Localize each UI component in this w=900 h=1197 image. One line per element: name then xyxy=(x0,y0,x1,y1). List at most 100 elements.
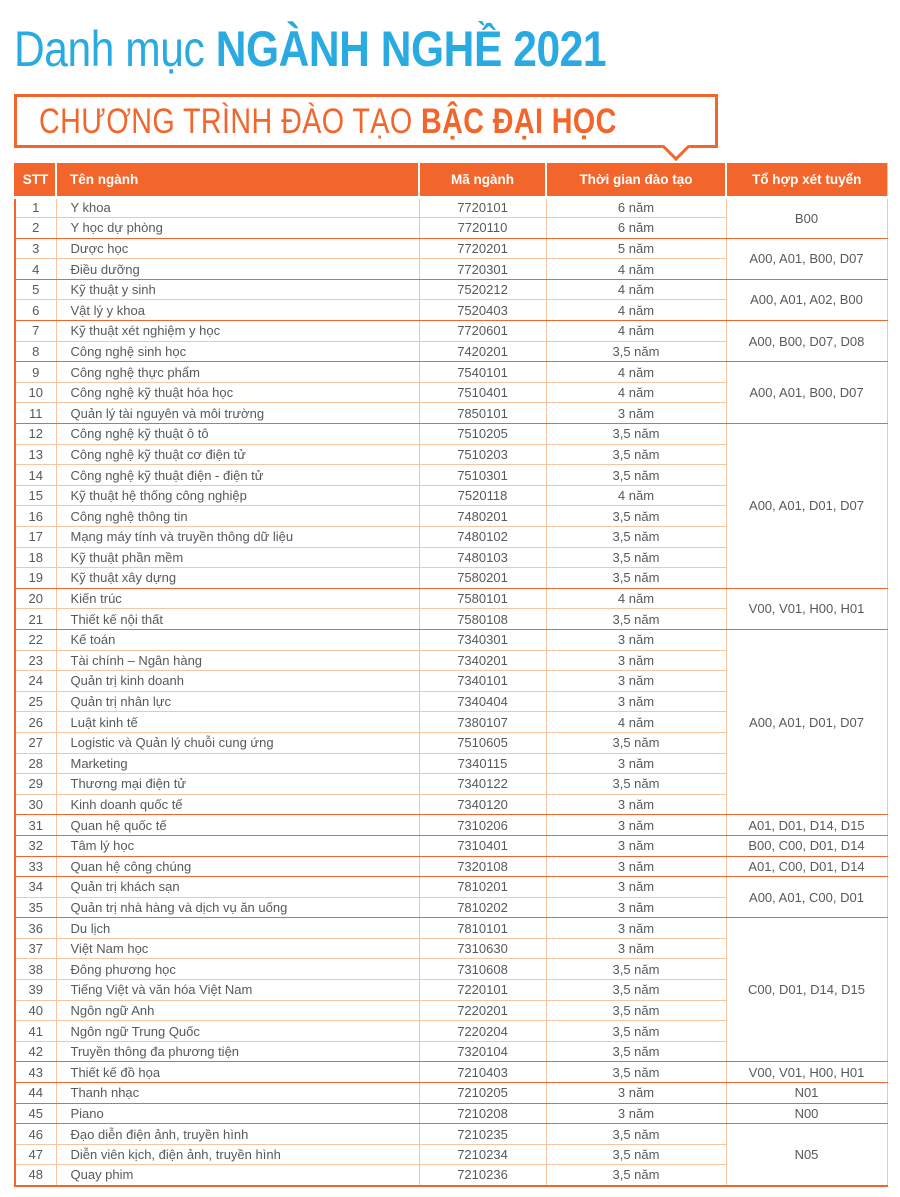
cell-stt: 44 xyxy=(15,1082,57,1104)
cell-duration: 3,5 năm xyxy=(546,567,727,589)
cell-stt: 38 xyxy=(15,958,57,981)
cell-admission-combo: A00, A01, C00, D01 xyxy=(726,876,887,919)
cell-major-code: 7720301 xyxy=(419,258,547,280)
cell-major-name: Kỹ thuật xét nghiệm y học xyxy=(56,320,420,342)
cell-stt: 9 xyxy=(15,361,57,383)
cell-stt: 47 xyxy=(15,1144,57,1166)
cell-duration: 6 năm xyxy=(546,217,727,239)
cell-major-name: Kỹ thuật xây dựng xyxy=(56,567,420,589)
table-row: 5 Kỹ thuật y sinh 7520212 4 năm A00, A01, A0… xyxy=(15,279,887,322)
cell-major-code: 7580108 xyxy=(419,608,547,630)
cell-duration: 4 năm xyxy=(546,320,727,342)
cell-duration: 3,5 năm xyxy=(546,1041,727,1063)
cell-stt: 2 xyxy=(15,217,57,239)
cell-stt: 34 xyxy=(15,876,57,898)
cell-major-name: Vật lý y khoa xyxy=(56,299,420,322)
cell-duration: 3,5 năm xyxy=(546,1144,727,1166)
cell-major-code: 7480102 xyxy=(419,526,547,548)
cell-stt: 7 xyxy=(15,320,57,342)
cell-duration: 3 năm xyxy=(546,856,727,878)
table-row: 20 Kiến trúc 7580101 4 năm V00, V01, H00, H0… xyxy=(15,588,887,630)
col-header-code: Mã ngành xyxy=(419,163,547,199)
cell-major-code: 7810101 xyxy=(419,917,547,939)
cell-major-name: Quản trị khách sạn xyxy=(56,876,420,898)
table-row: 16 Công nghệ thông tin 7480201 3,5 năm xyxy=(15,505,887,527)
table-row: 12 Công nghệ kỹ thuật ô tô 7510205 3,5 năm A… xyxy=(15,423,887,589)
cell-duration: 3 năm xyxy=(546,691,727,713)
cell-major-name: Quan hệ công chúng xyxy=(56,856,420,878)
cell-major-code: 7310206 xyxy=(419,814,547,836)
cell-major-name: Mạng máy tính và truyền thông dữ liệu xyxy=(56,526,420,548)
cell-major-code: 7580101 xyxy=(419,588,547,610)
cell-stt: 11 xyxy=(15,402,57,425)
table-row: 19 Kỹ thuật xây dựng 7580201 3,5 năm xyxy=(15,567,887,589)
cell-major-code: 7520212 xyxy=(419,279,547,301)
cell-duration: 3,5 năm xyxy=(546,1000,727,1022)
table-row: 44 Thanh nhạc 7210205 3 năm N01 xyxy=(15,1082,887,1104)
cell-stt: 33 xyxy=(15,856,57,878)
cell-major-code: 7220201 xyxy=(419,1000,547,1022)
cell-duration: 3 năm xyxy=(546,814,727,836)
cell-admission-combo: N05 xyxy=(726,1123,887,1186)
cell-major-code: 7720101 xyxy=(419,197,547,219)
table-row: 36 Du lịch 7810101 3 năm C00, D01, D14, D15 xyxy=(15,917,887,1063)
cell-major-code: 7340120 xyxy=(419,794,547,816)
cell-major-name: Ngôn ngữ Trung Quốc xyxy=(56,1020,420,1042)
cell-duration: 3 năm xyxy=(546,1082,727,1104)
cell-major-name: Tiếng Việt và văn hóa Việt Nam xyxy=(56,979,420,1001)
cell-major-code: 7310401 xyxy=(419,835,547,857)
col-header-stt: STT xyxy=(15,163,57,199)
program-banner-light: CHƯƠNG TRÌNH ĐÀO TẠO xyxy=(39,101,421,141)
cell-stt: 1 xyxy=(15,197,57,219)
cell-major-code: 7340115 xyxy=(419,753,547,775)
cell-admission-combo: C00, D01, D14, D15 xyxy=(726,917,887,1063)
cell-stt: 36 xyxy=(15,917,57,939)
table-row: 14 Công nghệ kỹ thuật điện - điện tử 75103… xyxy=(15,464,887,486)
table-row: 29 Thương mại điện tử 7340122 3,5 năm xyxy=(15,773,887,795)
cell-major-code: 7850101 xyxy=(419,402,547,425)
cell-duration: 3 năm xyxy=(546,938,727,960)
cell-duration: 3 năm xyxy=(546,753,727,775)
cell-major-name: Luật kinh tế xyxy=(56,711,420,733)
cell-duration: 3,5 năm xyxy=(546,979,727,1001)
cell-stt: 3 xyxy=(15,238,57,260)
cell-duration: 3 năm xyxy=(546,794,727,816)
cell-duration: 3,5 năm xyxy=(546,1164,727,1186)
cell-major-code: 7220204 xyxy=(419,1020,547,1042)
cell-admission-combo: A01, D01, D14, D15 xyxy=(726,814,887,836)
cell-duration: 6 năm xyxy=(546,197,727,219)
cell-stt: 18 xyxy=(15,547,57,569)
table-row: 42 Truyền thông đa phương tiện 7320104 3,5 … xyxy=(15,1041,887,1063)
cell-duration: 3 năm xyxy=(546,402,727,425)
table-row: 32 Tâm lý học 7310401 3 năm B00, C00, D01, D… xyxy=(15,835,887,857)
cell-duration: 3 năm xyxy=(546,670,727,692)
cell-stt: 13 xyxy=(15,444,57,466)
cell-major-code: 7340301 xyxy=(419,629,547,651)
cell-major-code: 7320104 xyxy=(419,1041,547,1063)
cell-stt: 21 xyxy=(15,608,57,630)
majors-table: STT Tên ngành Mã ngành Thời gian đào tạo… xyxy=(14,163,888,1187)
cell-major-name: Kỹ thuật y sinh xyxy=(56,279,420,301)
table-row: 10 Công nghệ kỹ thuật hóa học 7510401 4 năm xyxy=(15,382,887,404)
cell-duration: 3,5 năm xyxy=(546,505,727,527)
cell-stt: 17 xyxy=(15,526,57,548)
cell-major-code: 7810201 xyxy=(419,876,547,898)
table-row: 38 Đông phương học 7310608 3,5 năm xyxy=(15,958,887,981)
cell-admission-combo: A01, C00, D01, D14 xyxy=(726,856,887,878)
cell-major-name: Kinh doanh quốc tế xyxy=(56,794,420,816)
cell-duration: 4 năm xyxy=(546,485,727,507)
cell-stt: 23 xyxy=(15,650,57,672)
cell-duration: 4 năm xyxy=(546,279,727,301)
cell-stt: 35 xyxy=(15,897,57,919)
table-header-row: STT Tên ngành Mã ngành Thời gian đào tạo… xyxy=(15,163,887,199)
table-row: 37 Việt Nam học 7310630 3 năm xyxy=(15,938,887,960)
cell-major-name: Ngôn ngữ Anh xyxy=(56,1000,420,1022)
cell-major-name: Kỹ thuật phần mềm xyxy=(56,547,420,569)
cell-major-name: Công nghệ kỹ thuật ô tô xyxy=(56,423,420,445)
cell-stt: 15 xyxy=(15,485,57,507)
table-row: 3 Dược học 7720201 5 năm A00, A01, B00, D07 xyxy=(15,238,887,280)
cell-admission-combo: B00 xyxy=(726,197,887,239)
cell-major-code: 7310630 xyxy=(419,938,547,960)
table-row: 48 Quay phim 7210236 3,5 năm xyxy=(15,1164,887,1186)
cell-major-name: Quản trị nhà hàng và dịch vụ ăn uống xyxy=(56,897,420,919)
